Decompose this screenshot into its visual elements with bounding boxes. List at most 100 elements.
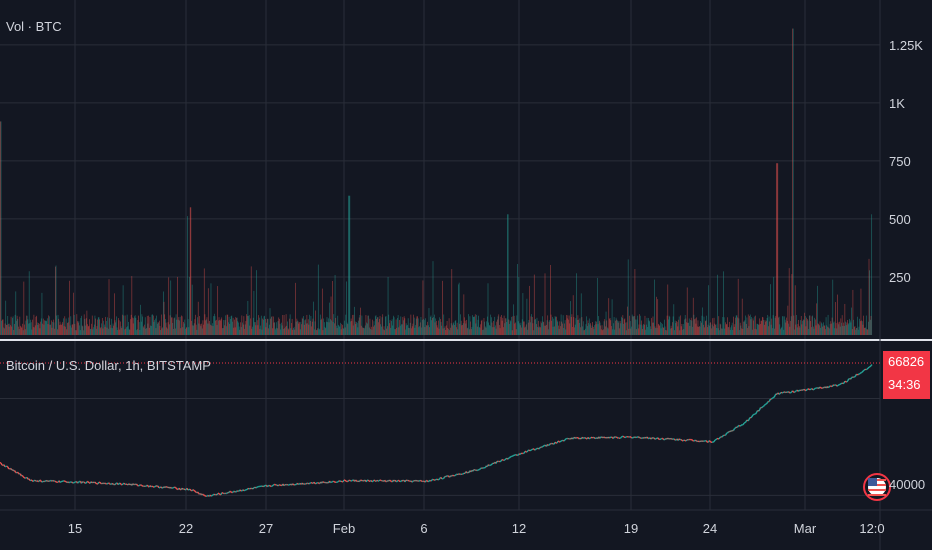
volume-bar: [311, 326, 312, 335]
volume-bar: [538, 327, 540, 335]
volume-legend[interactable]: Vol · BTC: [6, 19, 62, 34]
price-segment: [458, 473, 461, 475]
volume-bar: [557, 321, 559, 335]
volume-bar: [488, 324, 490, 335]
time-axis-label[interactable]: 19: [624, 521, 638, 536]
volume-bar: [206, 317, 208, 335]
volume-bar: [82, 326, 84, 335]
volume-bar: [391, 320, 392, 335]
volume-bar: [706, 315, 708, 335]
volume-bar: [104, 326, 106, 335]
time-axis-label[interactable]: Feb: [333, 521, 355, 536]
volume-bar: [584, 330, 585, 335]
time-axis-label[interactable]: 22: [179, 521, 193, 536]
volume-bar: [576, 319, 578, 335]
volume-axis-label[interactable]: 1K: [889, 96, 905, 111]
volume-bar: [768, 326, 769, 335]
price-segment: [657, 437, 660, 440]
price-segment: [303, 483, 306, 485]
volume-bar: [401, 324, 402, 335]
price-segment: [186, 487, 189, 491]
time-axis-label[interactable]: 12: [512, 521, 526, 536]
volume-bar: [638, 324, 640, 335]
volume-bar: [734, 324, 736, 335]
volume-bar: [628, 328, 630, 335]
price-segment: [132, 483, 135, 486]
price-segment: [192, 489, 195, 491]
volume-bar: [545, 325, 547, 335]
volume-bar: [529, 322, 531, 335]
volume-bar: [804, 312, 805, 335]
volume-axis-label[interactable]: 500: [889, 212, 911, 227]
price-axis-label[interactable]: 40000: [889, 477, 925, 492]
volume-bar: [48, 316, 50, 335]
volume-bar: [346, 322, 348, 335]
volume-bar: [162, 327, 164, 335]
volume-bar: [482, 329, 483, 335]
volume-bar: [231, 315, 233, 335]
volume-bar: [181, 316, 183, 335]
volume-bar: [533, 274, 535, 335]
volume-bar: [464, 317, 465, 335]
volume-bar: [865, 315, 867, 335]
price-segment: [277, 484, 280, 487]
time-axis-label[interactable]: Mar: [794, 521, 817, 536]
volume-bar: [440, 318, 441, 335]
price-segment: [480, 467, 482, 470]
volume-bar: [301, 317, 303, 335]
volume-bar: [167, 328, 168, 335]
volume-axis-label[interactable]: 1.25K: [889, 38, 923, 53]
price-segment: [846, 380, 849, 383]
volume-bar: [297, 321, 299, 335]
price-segment: [607, 436, 609, 439]
price-segment: [328, 480, 331, 483]
time-axis-label[interactable]: 6: [420, 521, 427, 536]
volume-bar: [328, 318, 329, 335]
price-segment: [337, 480, 340, 483]
price-segment: [32, 480, 35, 483]
volume-bar: [588, 318, 590, 335]
volume-bar: [220, 320, 221, 335]
volume-bar: [122, 285, 124, 335]
volume-axis-label[interactable]: 250: [889, 270, 911, 285]
volume-bar: [142, 326, 144, 335]
volume-bar: [679, 330, 681, 335]
volume-bar: [678, 316, 680, 335]
price-legend[interactable]: Bitcoin / U.S. Dollar, 1h, BITSTAMP: [6, 358, 211, 373]
volume-bar: [99, 319, 100, 335]
volume-bar: [770, 284, 771, 335]
volume-bar: [16, 320, 17, 335]
time-axis-label[interactable]: 27: [259, 521, 273, 536]
time-axis-label[interactable]: 24: [703, 521, 717, 536]
volume-bar: [156, 323, 158, 335]
volume-bar: [532, 323, 534, 335]
volume-bar: [130, 314, 132, 335]
price-segment: [20, 474, 23, 477]
volume-bar: [195, 324, 197, 335]
price-segment: [114, 482, 117, 486]
price-segment: [175, 487, 178, 490]
volume-axis-label[interactable]: 750: [889, 154, 911, 169]
price-segment: [802, 388, 805, 391]
volume-bar: [37, 324, 39, 335]
volume-bar: [236, 317, 238, 335]
time-axis-label[interactable]: 15: [68, 521, 82, 536]
price-segment: [572, 437, 575, 440]
volume-bar: [462, 323, 464, 335]
volume-bar: [47, 324, 49, 335]
us-flag-icon[interactable]: [863, 473, 891, 501]
time-axis[interactable]: 15 22 27 Feb 6 12 19 24 Mar 12:0: [68, 521, 885, 536]
volume-axis[interactable]: 1.25K 1K 750 500 250: [889, 38, 923, 285]
price-segment: [827, 386, 830, 389]
volume-bar: [627, 306, 628, 335]
price-segment: [286, 483, 289, 486]
volume-bar: [536, 317, 538, 335]
time-axis-label[interactable]: 12:0: [859, 521, 884, 536]
price-segment: [466, 471, 469, 474]
volume-bar: [669, 316, 671, 335]
price-segment: [515, 454, 518, 457]
volume-bar: [154, 318, 156, 335]
volume-bar: [297, 320, 298, 335]
volume-bar: [725, 324, 727, 335]
volume-bar: [491, 322, 493, 335]
